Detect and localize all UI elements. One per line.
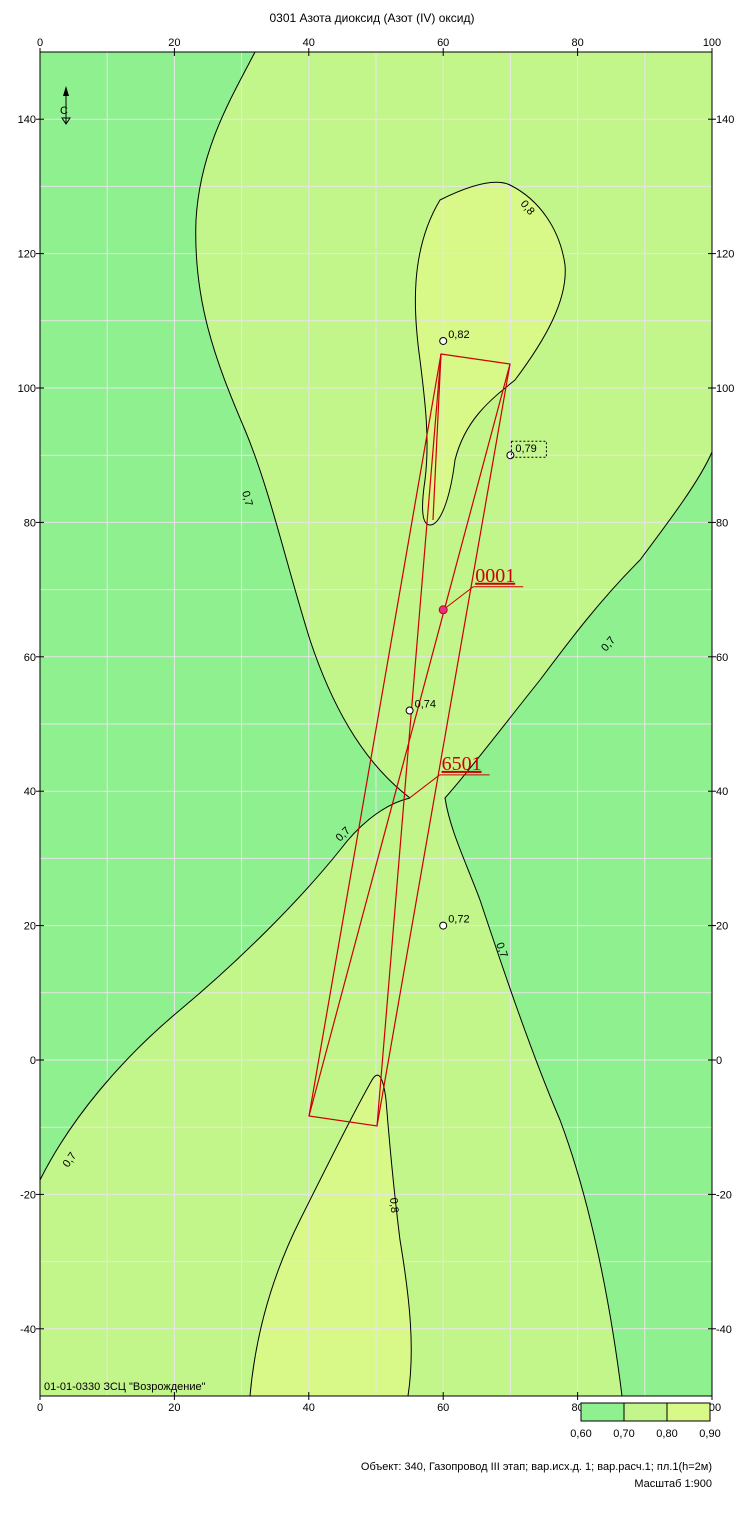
map-corner-label: 01-01-0330 ЗСЦ "Возрождение" bbox=[44, 1381, 206, 1393]
y-tick-label-left: 40 bbox=[24, 786, 36, 798]
legend-label-4: 0,90 bbox=[699, 1428, 720, 1440]
y-tick-label-right: 80 bbox=[716, 517, 728, 529]
x-tick-label-top: 80 bbox=[571, 37, 583, 49]
source-outlines bbox=[308, 353, 511, 1127]
source-label: 0001 bbox=[475, 565, 515, 587]
north-label: С bbox=[60, 105, 68, 117]
calc-point-marker bbox=[439, 921, 448, 930]
legend-label-2: 0,70 bbox=[613, 1428, 634, 1440]
map-title: 0301 Азота диоксид (Азот (IV) оксид) bbox=[269, 11, 474, 25]
y-tick-label-left: 60 bbox=[24, 652, 36, 664]
y-tick-label-left: 100 bbox=[18, 383, 36, 395]
source-edge-c bbox=[432, 353, 442, 521]
source-leader-line bbox=[442, 586, 474, 611]
source-diagonal-b bbox=[308, 363, 511, 1117]
y-tick-label-right: -40 bbox=[716, 1324, 732, 1336]
y-tick-label-right: 120 bbox=[716, 249, 734, 261]
x-tick-label-bottom: 0 bbox=[37, 1402, 43, 1414]
y-tick-label-right: 20 bbox=[716, 921, 728, 933]
x-tick-label-top: 100 bbox=[703, 37, 721, 49]
footer-scale-line: Масштаб 1:900 bbox=[634, 1478, 712, 1490]
x-tick-label-top: 60 bbox=[437, 37, 449, 49]
y-tick-label-left: -40 bbox=[20, 1324, 36, 1336]
y-tick-label-right: 40 bbox=[716, 786, 728, 798]
x-tick-label-top: 0 bbox=[37, 37, 43, 49]
y-tick-label-right: -20 bbox=[716, 1189, 732, 1201]
map-frame bbox=[39, 51, 713, 1397]
isoline-label-left: 0,7 bbox=[239, 490, 255, 508]
source-marker bbox=[438, 605, 448, 615]
y-tick-label-left: 0 bbox=[30, 1055, 36, 1067]
grid bbox=[40, 52, 712, 1396]
legend-swatch-3 bbox=[666, 1402, 711, 1422]
zone-low-left bbox=[40, 52, 410, 1180]
calc-point-max-box bbox=[510, 440, 547, 458]
legend-swatch-1 bbox=[580, 1402, 625, 1422]
y-tick-label-right: 0 bbox=[716, 1055, 722, 1067]
isoline-right bbox=[444, 451, 713, 1397]
x-tick-label-top: 20 bbox=[168, 37, 180, 49]
x-tick-label-bottom: 60 bbox=[437, 1402, 449, 1414]
calc-point-marker bbox=[405, 706, 414, 715]
north-arrow-head bbox=[63, 86, 69, 96]
source-label: 6501 bbox=[442, 753, 482, 775]
calc-point-marker bbox=[439, 336, 448, 345]
source-leader-line bbox=[409, 774, 440, 799]
y-tick-label-left: 140 bbox=[18, 114, 36, 126]
map-plot-area bbox=[39, 51, 713, 1397]
legend-label-1: 0,60 bbox=[570, 1428, 591, 1440]
legend: 0,60 0,70 0,80 0,90 bbox=[570, 1402, 721, 1440]
calc-point-label: 0,79 bbox=[515, 443, 536, 455]
x-tick-label-top: 40 bbox=[303, 37, 315, 49]
calc-point-label: 0,74 bbox=[415, 699, 436, 711]
calc-point-label: 0,72 bbox=[448, 914, 469, 926]
isoline-lower-08 bbox=[249, 1074, 412, 1397]
y-tick-label-left: -20 bbox=[20, 1189, 36, 1201]
isoline-label-lower: 0,8 bbox=[387, 1197, 400, 1213]
isoline-upper-08 bbox=[414, 181, 566, 526]
legend-label-3: 0,80 bbox=[656, 1428, 677, 1440]
isolines bbox=[39, 51, 713, 1397]
zone-high-upper bbox=[415, 182, 566, 525]
y-tick-label-left: 20 bbox=[24, 921, 36, 933]
calc-points: 0,82 0,79 0,74 0,72 bbox=[405, 329, 547, 930]
y-tick-label-right: 100 bbox=[716, 383, 734, 395]
isoline-lower-left bbox=[39, 797, 411, 1181]
north-arrow: С bbox=[60, 86, 71, 125]
isoline-label-lower-right: 0,7 bbox=[493, 941, 510, 959]
x-tick-label-bottom: 40 bbox=[303, 1402, 315, 1414]
calc-point-label: 0,82 bbox=[448, 329, 469, 341]
emission-sources: 0001 6501 bbox=[409, 565, 524, 799]
north-arrow-tail bbox=[61, 117, 71, 125]
zone-high-lower bbox=[250, 1075, 412, 1396]
footer-object-line: Объект: 340, Газопровод III этап; вар.ис… bbox=[361, 1461, 712, 1473]
legend-swatch-2 bbox=[623, 1402, 668, 1422]
y-tick-label-left: 120 bbox=[18, 249, 36, 261]
y-tick-label-right: 140 bbox=[716, 114, 734, 126]
x-tick-label-bottom: 20 bbox=[168, 1402, 180, 1414]
isoline-left bbox=[195, 51, 411, 799]
y-tick-label-left: 80 bbox=[24, 517, 36, 529]
y-tick-label-right: 60 bbox=[716, 652, 728, 664]
